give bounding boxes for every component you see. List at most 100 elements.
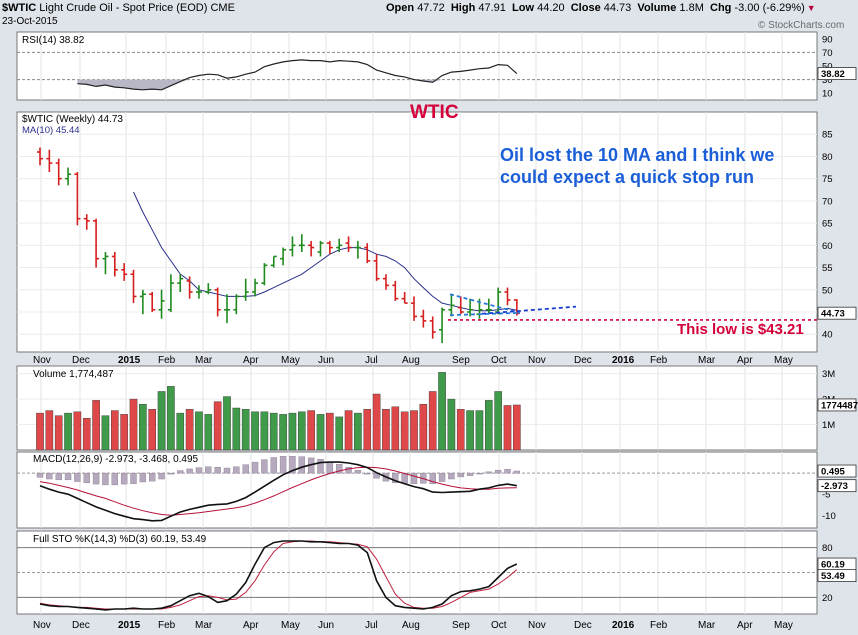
- macd-histogram-bar: [392, 472, 399, 484]
- volume-bar: [157, 391, 166, 451]
- comment-line-1: Oil lost the 10 MA and I think we: [500, 145, 774, 165]
- close-label: Close: [570, 2, 601, 14]
- open-label: Open: [386, 2, 415, 14]
- instrument-description: Light Crude Oil - Spot Price (EOD): [39, 2, 208, 14]
- price-bar: [130, 269, 137, 304]
- chart-symbol-line: $WTIC Light Crude Oil - Spot Price (EOD)…: [2, 2, 235, 14]
- macd-histogram-bar: [158, 472, 165, 480]
- high-label: High: [450, 2, 476, 14]
- x-tick-label-bottom: Dec: [72, 620, 90, 631]
- price-bar: [504, 287, 511, 306]
- price-bar: [270, 255, 277, 268]
- price-bar: [158, 289, 165, 319]
- macd-histogram-bar: [205, 466, 212, 474]
- x-tick-label-top: Feb: [650, 355, 668, 366]
- rsi-panel: 10 30 50 70 90 38.82 RSI(14) 38.82: [16, 31, 857, 101]
- x-tick-label-top: Mar: [195, 355, 213, 366]
- volume-bar: [419, 403, 428, 451]
- down-triangle-icon: ▼: [806, 3, 816, 13]
- macd-hist-last-box: [817, 464, 857, 478]
- volume-bar: [92, 400, 100, 451]
- price-bar: [373, 254, 380, 281]
- price-bar: [121, 263, 128, 281]
- macd-histogram-bar: [74, 472, 81, 482]
- volume-bar: [167, 386, 175, 451]
- volume-bar: [110, 410, 119, 451]
- price-bar: [37, 147, 43, 166]
- volume-bar: [485, 400, 493, 451]
- price-bar: [83, 214, 90, 230]
- price-bar: [317, 240, 324, 257]
- sto-title: Full STO %K(14,3) %D(3) 60.19, 53.49: [33, 534, 207, 545]
- price-bar: [336, 238, 343, 252]
- x-tick-label-top: Dec: [574, 355, 592, 366]
- x-tick-label-top: Jun: [318, 355, 334, 366]
- macd-histogram-bar: [55, 472, 62, 481]
- volume-bar: [438, 372, 446, 451]
- rsi-axis-tick-label: 70: [822, 48, 833, 59]
- price-bar: [448, 294, 455, 317]
- rsi-axis-tick-label: 30: [822, 75, 833, 86]
- price-axis-tick-label: 70: [822, 196, 833, 207]
- price-bar: [308, 240, 315, 257]
- volume-bar: [54, 415, 63, 451]
- volume-bar: [326, 412, 334, 451]
- volume-bar: [382, 409, 390, 451]
- price-axis-tick-label: 50: [822, 285, 833, 296]
- macd-histogram-bar: [139, 472, 147, 483]
- volume-bar: [45, 410, 54, 451]
- x-tick-label-top: Feb: [158, 355, 176, 366]
- price-panel: 4045505560657075808544.73$WTIC (Weekly) …: [16, 111, 857, 353]
- macd-title: MACD(12,26,9) -2.973, -3.468, 0.495: [33, 454, 199, 465]
- price-bar: [177, 274, 184, 292]
- exchange: CME: [210, 2, 235, 14]
- volume-bar: [36, 412, 44, 451]
- rsi-last-box: [817, 67, 857, 81]
- volume-bar: [456, 409, 465, 451]
- open-value: 47.72: [417, 2, 445, 14]
- price-bar: [186, 276, 193, 299]
- volume-bar: [279, 414, 287, 451]
- price-axis-tick-label: 60: [822, 241, 833, 252]
- price-bar: [74, 172, 81, 226]
- price-last-value: 44.73: [821, 309, 845, 320]
- volume-bar: [251, 411, 259, 451]
- x-tick-label-bottom: Mar: [195, 620, 213, 631]
- x-tick-label-bottom: Nov: [33, 620, 51, 631]
- macd-histogram-bar: [102, 472, 109, 486]
- price-bar: [252, 278, 259, 297]
- macd-histogram-bar: [130, 472, 137, 484]
- x-tick-label-bottom: Apr: [243, 620, 259, 631]
- volume-bar: [241, 409, 250, 451]
- volume-bar: [213, 401, 222, 451]
- price-bar: [214, 287, 221, 317]
- macd-histogram-bar: [36, 472, 44, 478]
- volume-bar: [73, 411, 82, 451]
- macd-histogram-bar: [476, 472, 483, 475]
- x-tick-label-bottom: Feb: [650, 620, 668, 631]
- macd-histogram-bar: [242, 464, 249, 474]
- volume-last-box: [817, 398, 857, 412]
- x-tick-label-top: Sep: [452, 355, 470, 366]
- rsi-title: RSI(14) 38.82: [22, 35, 85, 46]
- ohlc-summary: Open 47.72 High 47.91 Low 44.20 Close 44…: [386, 2, 816, 14]
- macd-histogram-bar: [261, 459, 268, 474]
- x-tick-label-bottom: May: [281, 620, 300, 631]
- volume-bar: [195, 411, 203, 451]
- volume-bar: [428, 391, 437, 451]
- macd-histogram-bar: [270, 457, 277, 474]
- x-tick-label-top: May: [774, 355, 793, 366]
- volume-bar: [139, 403, 147, 451]
- x-tick-label-top: 2015: [118, 355, 141, 366]
- sto-k-last-value: 60.19: [821, 560, 845, 571]
- volume-bar: [503, 405, 512, 451]
- x-tick-label-bottom: Aug: [402, 620, 420, 631]
- macd-histogram-bar: [354, 469, 362, 474]
- x-tick-label-top: Nov: [528, 355, 546, 366]
- macd-background: [16, 451, 818, 529]
- high-value: 47.91: [478, 2, 506, 14]
- x-axis-labels: Nov Nov Dec Dec 2015 2015 Feb Feb Mar Mar Apr Apr Ma…: [33, 355, 793, 631]
- price-title: $WTIC (Weekly) 44.73: [22, 114, 123, 125]
- macd-last-box: [817, 479, 857, 493]
